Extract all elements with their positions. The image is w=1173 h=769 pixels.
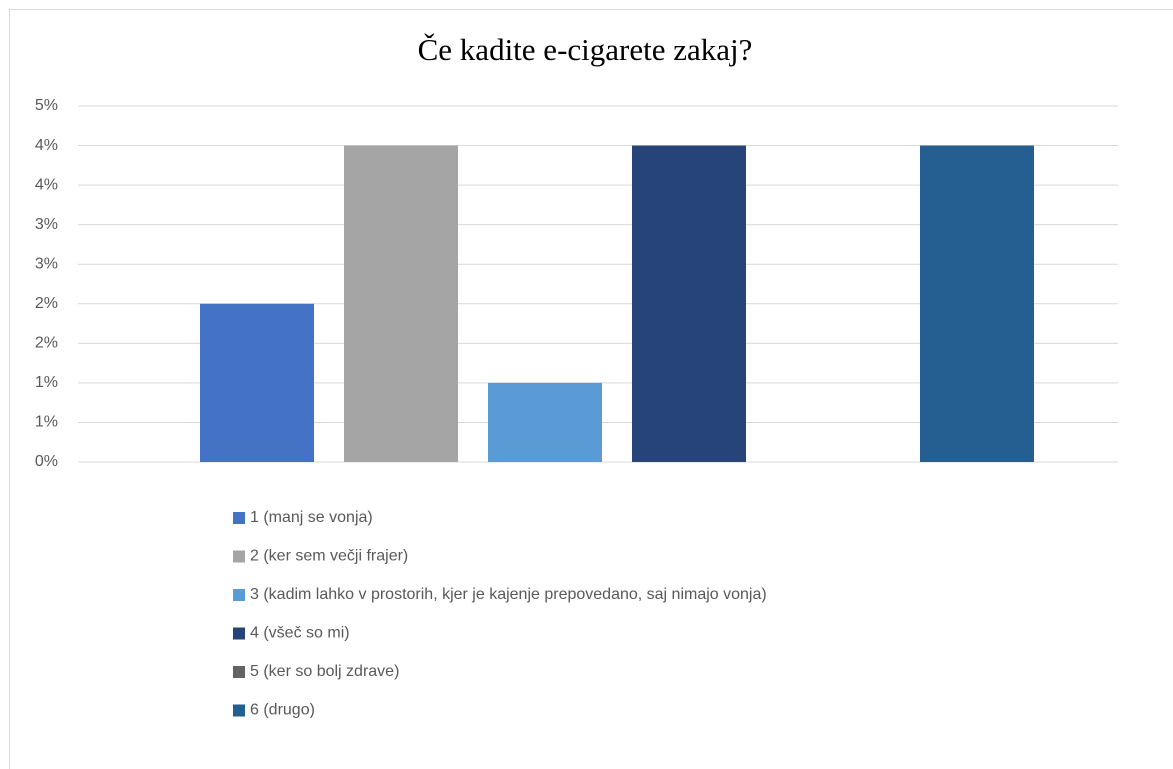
y-tick-label: 5% [35, 97, 58, 114]
bar [920, 145, 1034, 463]
legend-swatch [233, 589, 245, 601]
y-tick-label: 3% [35, 255, 58, 272]
y-tick-label: 2% [35, 295, 58, 312]
legend-label: 3 (kadim lahko v prostorih, kjer je kaje… [250, 586, 767, 603]
legend-swatch [233, 666, 245, 678]
bar [632, 145, 746, 463]
y-tick-label: 3% [35, 216, 58, 233]
legend-label: 1 (manj se vonja) [250, 509, 373, 526]
chart-title: Če kadite e-cigarete zakaj? [418, 32, 753, 67]
bar [200, 303, 314, 462]
y-tick-label: 2% [35, 335, 58, 352]
bar [344, 145, 458, 463]
y-tick-label: 4% [35, 137, 58, 154]
legend-swatch [233, 512, 245, 524]
y-tick-label: 1% [35, 374, 58, 391]
y-tick-label: 4% [35, 176, 58, 193]
legend-swatch [233, 550, 245, 563]
legend-label: 4 (všeč so mi) [250, 625, 350, 642]
legend-label: 6 (drugo) [250, 702, 315, 719]
legend-label: 5 (ker so bolj zdrave) [250, 663, 399, 680]
y-tick-label: 1% [35, 414, 58, 431]
legend-swatch [233, 704, 245, 717]
legend-swatch [233, 627, 245, 640]
y-tick-label: 0% [35, 453, 58, 470]
bar [488, 382, 602, 462]
legend-label: 2 (ker sem večji frajer) [250, 548, 408, 565]
